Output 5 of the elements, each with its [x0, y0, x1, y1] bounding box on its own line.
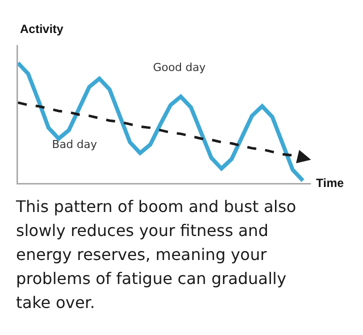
annotation: Good day — [153, 61, 206, 74]
text: This pattern of boom and bust also slowly reduces your fitness and energy reserves, meaning your problems of fatigue can gradually take over. — [16, 196, 298, 314]
y-axis-title: Activity — [20, 22, 64, 36]
x-axis-title: Time — [316, 176, 344, 190]
annotation: Bad day — [52, 138, 98, 151]
